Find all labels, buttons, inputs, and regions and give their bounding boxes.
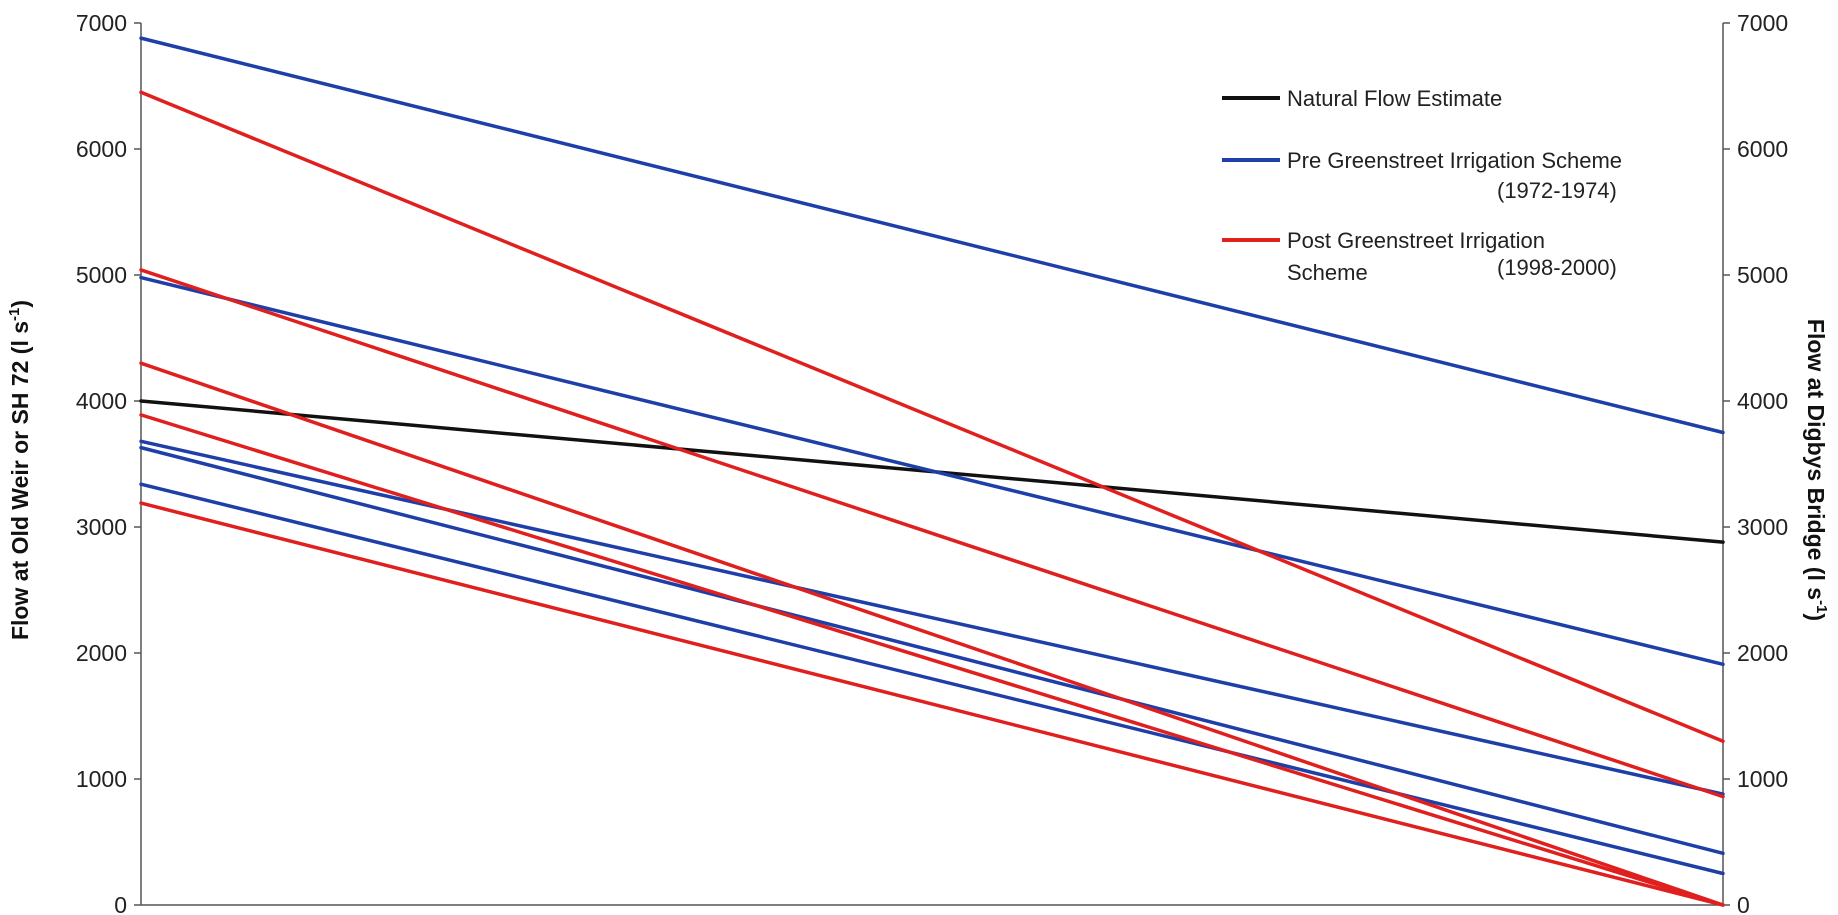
series-line-7 <box>139 90 1725 743</box>
left-tick-label: 1000 <box>76 766 127 792</box>
right-axis-title: Flow at Digbys Bridge (l s-1) <box>1803 319 1830 621</box>
series-line-8 <box>139 268 1725 799</box>
left-tick-label: 0 <box>114 892 127 915</box>
plot-area <box>140 23 1724 906</box>
series-line-6 <box>139 482 1725 876</box>
legend-label-post-scheme: Scheme <box>1287 260 1368 285</box>
series-line-9 <box>139 361 1725 907</box>
left-tick-label: 2000 <box>76 640 127 666</box>
right-tick-label: 6000 <box>1737 136 1788 162</box>
right-tick-label: 7000 <box>1737 10 1788 36</box>
right-tick-label: 0 <box>1737 892 1750 915</box>
series-line-10 <box>139 413 1725 907</box>
legend: Natural Flow Estimate Pre Greenstreet Ir… <box>1222 86 1622 285</box>
legend-label-pre: Pre Greenstreet Irrigation Scheme <box>1287 148 1622 173</box>
right-tick-label: 5000 <box>1737 262 1788 288</box>
right-axis-ticks: 0 1000 2000 3000 4000 5000 6000 7000 <box>1723 10 1788 915</box>
legend-label-post: Post Greenstreet Irrigation <box>1287 228 1545 253</box>
series-line-3 <box>139 275 1725 667</box>
left-axis-title: Flow at Old Weir or SH 72 (l s-1) <box>6 300 33 640</box>
left-tick-label: 4000 <box>76 388 127 414</box>
left-tick-label: 6000 <box>76 136 127 162</box>
series-line-2 <box>139 36 1725 435</box>
legend-label-natural: Natural Flow Estimate <box>1287 86 1502 111</box>
series-line-4 <box>139 439 1725 796</box>
left-tick-label: 5000 <box>76 262 127 288</box>
right-tick-label: 2000 <box>1737 640 1788 666</box>
left-tick-label: 3000 <box>76 514 127 540</box>
series-line-5 <box>139 445 1725 856</box>
left-tick-label: 7000 <box>76 10 127 36</box>
right-tick-label: 3000 <box>1737 514 1788 540</box>
series-layer <box>139 36 1725 907</box>
right-tick-label: 4000 <box>1737 388 1788 414</box>
legend-label-pre-years: (1972-1974) <box>1497 178 1617 203</box>
legend-label-post-years: (1998-2000) <box>1497 255 1617 280</box>
series-line-11 <box>139 501 1725 907</box>
right-tick-label: 1000 <box>1737 766 1788 792</box>
left-axis-ticks: 0 1000 2000 3000 4000 5000 6000 7000 <box>76 10 141 915</box>
